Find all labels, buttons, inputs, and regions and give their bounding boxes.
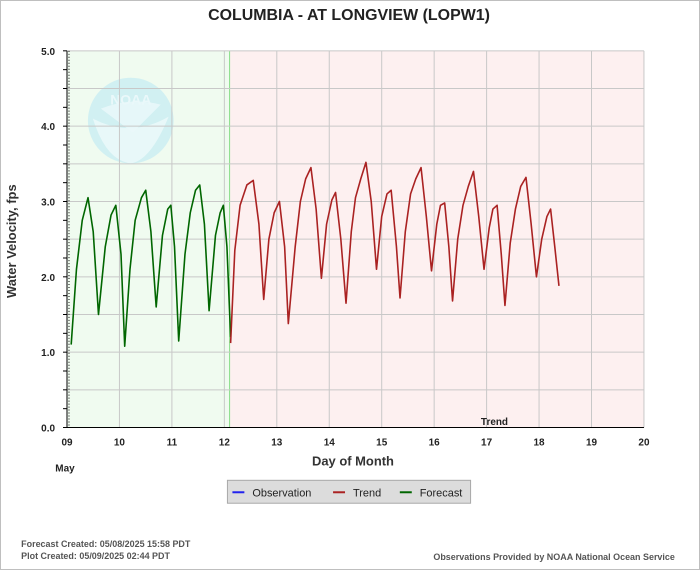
region-label-trend: Trend — [481, 417, 508, 428]
x-tick-label: 20 — [638, 437, 650, 448]
x-tick-labels: 09 10 11 12 13 14 15 16 17 18 19 20 — [61, 437, 650, 448]
chart-title: COLUMBIA - AT LONGVIEW (LOPW1) — [208, 7, 490, 24]
x-tick-label: 14 — [324, 437, 336, 448]
x-axis-label: Day of Month — [312, 453, 394, 468]
x-tick-label: 10 — [114, 437, 126, 448]
x-tick-label: 13 — [271, 437, 283, 448]
legend-label-forecast: Forecast — [420, 487, 463, 499]
noaa-logo-gull — [100, 101, 161, 133]
y-tick-label: 5.0 — [41, 47, 55, 58]
x-tick-label: 18 — [534, 437, 546, 448]
data-credit-text: Observations Provided by NOAA National O… — [433, 552, 675, 562]
x-tick-label: 11 — [167, 437, 178, 448]
y-tick-label: 2.0 — [41, 273, 55, 284]
legend-label-trend: Trend — [353, 487, 381, 499]
noaa-logo-text: NOAA — [110, 92, 151, 108]
x-tick-label: 17 — [481, 437, 493, 448]
y-tick-label: 4.0 — [41, 122, 55, 133]
series-line-trend — [229, 161, 560, 344]
noaa-logo-wave — [92, 116, 169, 164]
y-tick-label: 1.0 — [41, 348, 55, 359]
grid-lines — [66, 50, 645, 428]
y-tick-label: 3.0 — [41, 197, 55, 208]
y-tick-label: 0.0 — [41, 423, 55, 434]
plot-created-text: Plot Created: 05/09/2025 02:44 PDT — [21, 551, 170, 561]
data-series — [70, 161, 560, 347]
noaa-logo-watermark: NOAA — [87, 77, 174, 164]
y-tick-labels: 0.0 1.0 2.0 3.0 4.0 5.0 — [41, 47, 55, 435]
y-axis-label: Water Velocity, fps — [4, 184, 19, 298]
x-tick-label: 16 — [429, 437, 441, 448]
legend-box — [226, 479, 472, 504]
legend-label-observation: Observation — [252, 487, 311, 499]
region-labels: Trend — [481, 417, 508, 428]
month-label: May — [55, 463, 75, 474]
x-tick-label: 09 — [61, 437, 73, 448]
axes — [63, 50, 644, 428]
legend: Observation Trend Forecast — [226, 479, 472, 504]
x-tick-label: 15 — [376, 437, 388, 448]
series-line-forecast — [70, 184, 232, 347]
forecast-created-text: Forecast Created: 05/08/2025 15:58 PDT — [21, 539, 191, 549]
x-tick-label: 12 — [219, 437, 231, 448]
x-tick-label: 19 — [586, 437, 598, 448]
